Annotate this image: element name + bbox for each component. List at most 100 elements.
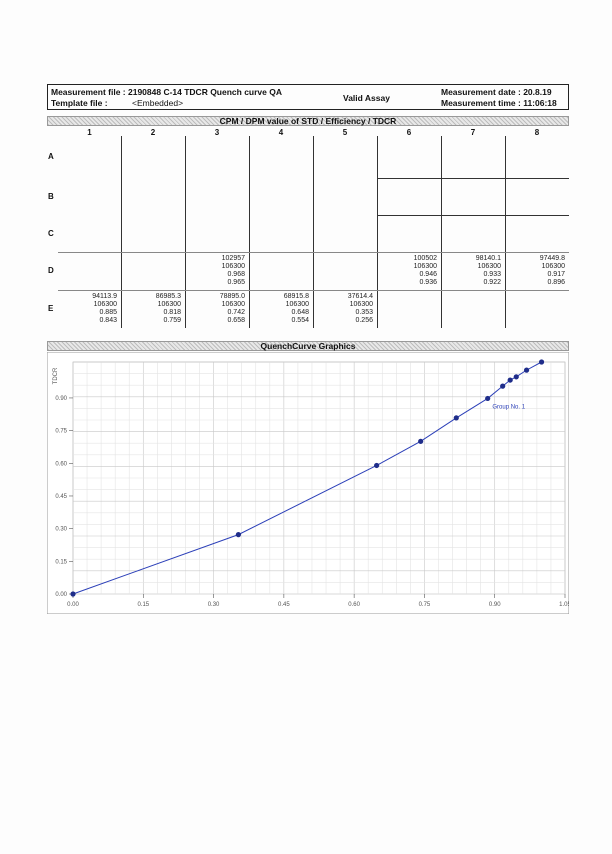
plate-cell-value: 106300 — [541, 263, 565, 270]
data-point — [453, 415, 459, 421]
data-point — [500, 383, 506, 389]
plate-cell-E2: 86985.3 106300 0.818 0.759 — [123, 293, 181, 325]
plate-vline — [121, 136, 122, 328]
y-tick-label: 0.45 — [55, 494, 67, 500]
x-tick-label: 1.05 — [559, 602, 569, 608]
plate-column-8: 8 — [534, 128, 540, 137]
plate-cell-value: 0.353 — [355, 309, 373, 316]
y-axis-label: TDCR — [53, 367, 59, 384]
assay-status: Valid Assay — [343, 93, 390, 103]
plate-cell-value: 68915.8 — [283, 293, 309, 300]
plate-cell-value: 0.885 — [99, 309, 117, 316]
y-tick-label: 0.15 — [55, 559, 67, 565]
plate-cell-value: 97449.8 — [539, 255, 565, 262]
plate-cell-D6: 100502 106300 0.946 0.936 — [379, 255, 437, 287]
plate-hline — [58, 290, 569, 291]
plate-hline — [377, 178, 569, 179]
plate-cell-value: 37614.4 — [347, 293, 373, 300]
y-tick-label: 0.00 — [55, 592, 67, 598]
plate-cell-value: 0.759 — [163, 317, 181, 324]
quench-curve-chart: 0.00 0.15 0.30 0.45 0.60 0.75 0.90 1.05 0.00 0.15… — [47, 352, 569, 614]
plate-column-2: 2 — [150, 128, 156, 137]
x-tick-label: 0.60 — [348, 602, 360, 608]
plate-cell-value: 0.554 — [291, 317, 309, 324]
plate-cell-E5: 37614.4 106300 0.353 0.256 — [315, 293, 373, 325]
plate-vline — [377, 136, 378, 328]
plate-section-title: CPM / DPM value of STD / Efficiency / TD… — [219, 116, 397, 126]
data-point — [507, 377, 513, 383]
data-point — [235, 532, 242, 538]
plate-cell-value: 0.818 — [163, 309, 181, 316]
report-header: Measurement file : 2190848 C-14 TDCR Que… — [47, 84, 569, 110]
plate-cell-value: 0.936 — [419, 279, 437, 286]
plate-cell-value: 106300 — [221, 301, 245, 308]
plate-cell-value: 0.896 — [547, 279, 565, 286]
plate-cell-value: 106300 — [285, 301, 309, 308]
plate-vline — [441, 136, 442, 328]
plate-cell-value: 0.922 — [483, 279, 501, 286]
plate-row-D: D — [48, 266, 54, 275]
x-tick-label: 0.00 — [67, 602, 79, 608]
plate-cell-value: 0.968 — [227, 271, 245, 278]
y-tick-label: 0.60 — [55, 461, 67, 467]
plate-cell-value: 86985.3 — [155, 293, 181, 300]
plate-column-4: 4 — [278, 128, 284, 137]
plate-hline — [58, 252, 569, 253]
plate-cell-value: 98140.1 — [475, 255, 501, 262]
plate-cell-value: 0.648 — [291, 309, 309, 316]
plate-cell-E3: 78895.0 106300 0.742 0.658 — [187, 293, 245, 325]
plate-column-6: 6 — [406, 128, 412, 137]
data-point — [485, 395, 491, 402]
plate-cell-value: 106300 — [349, 301, 373, 308]
plate-column-7: 7 — [470, 128, 476, 137]
plate-cell-value: 106300 — [413, 263, 437, 270]
data-point — [70, 591, 76, 597]
data-point — [374, 462, 380, 469]
plate-cell-value: 100502 — [413, 255, 437, 262]
x-tick-label: 0.15 — [137, 602, 149, 608]
plate-cell-value: 0.256 — [355, 317, 373, 324]
plate-cell-D3: 102957 106300 0.968 0.965 — [187, 255, 245, 287]
x-tick-label: 0.30 — [208, 602, 220, 608]
plate-cell-value: 106300 — [157, 301, 181, 308]
plate-vline — [185, 136, 186, 328]
plate-cell-E4: 68915.8 106300 0.648 0.554 — [251, 293, 309, 325]
y-tick-label: 0.90 — [55, 396, 67, 402]
plate-cell-value: 94113.9 — [92, 293, 117, 300]
plate-cell-value: 106300 — [93, 301, 117, 308]
measurement-file: Measurement file : 2190848 C-14 TDCR Que… — [51, 87, 282, 97]
plate-cell-value: 0.742 — [227, 309, 245, 316]
plate-row-B: B — [48, 191, 54, 201]
plate-column-3: 3 — [214, 128, 220, 137]
plate-cell-E1: 94113.9 106300 0.885 0.843 — [60, 293, 117, 325]
y-tick-label: 0.75 — [55, 429, 67, 435]
plate-row-A: A — [48, 152, 54, 161]
plate-vline — [505, 136, 506, 328]
plate-cell-value: 106300 — [221, 263, 245, 270]
chart-section-banner: QuenchCurve Graphics — [47, 341, 569, 351]
plate-column-5: 5 — [342, 128, 348, 137]
data-point — [523, 367, 530, 373]
plate-cell-value: 0.658 — [227, 317, 245, 324]
plate-cell-D7: 98140.1 106300 0.933 0.922 — [443, 255, 501, 287]
plate-cell-value: 0.843 — [99, 317, 117, 324]
series-label: Group No. 1 — [492, 404, 525, 410]
plate-vline — [249, 136, 250, 328]
y-tick-label: 0.30 — [55, 527, 67, 533]
plate-cell-value: 0.946 — [419, 271, 437, 278]
template-file-value: <Embedded> — [132, 98, 184, 108]
plate-cell-value: 106300 — [477, 263, 501, 270]
x-tick-label: 0.45 — [278, 602, 290, 608]
plate-section-banner: CPM / DPM value of STD / Efficiency / TD… — [47, 116, 569, 126]
plate-column-1: 1 — [87, 128, 92, 137]
x-tick-label: 0.75 — [419, 602, 431, 608]
x-tick-label: 0.90 — [489, 602, 501, 608]
plate-cell-value: 0.965 — [227, 279, 245, 286]
measurement-date: Measurement date : 20.8.19 — [441, 87, 552, 97]
measurement-time: Measurement time : 11:06:18 — [441, 98, 557, 108]
plate-row-C: C — [48, 228, 54, 238]
plate-cell-value: 0.933 — [483, 271, 501, 278]
plate-cell-value: 78895.0 — [219, 293, 245, 300]
plate-hline — [377, 215, 569, 216]
plate-cell-D8: 97449.8 106300 0.917 0.896 — [507, 255, 565, 287]
